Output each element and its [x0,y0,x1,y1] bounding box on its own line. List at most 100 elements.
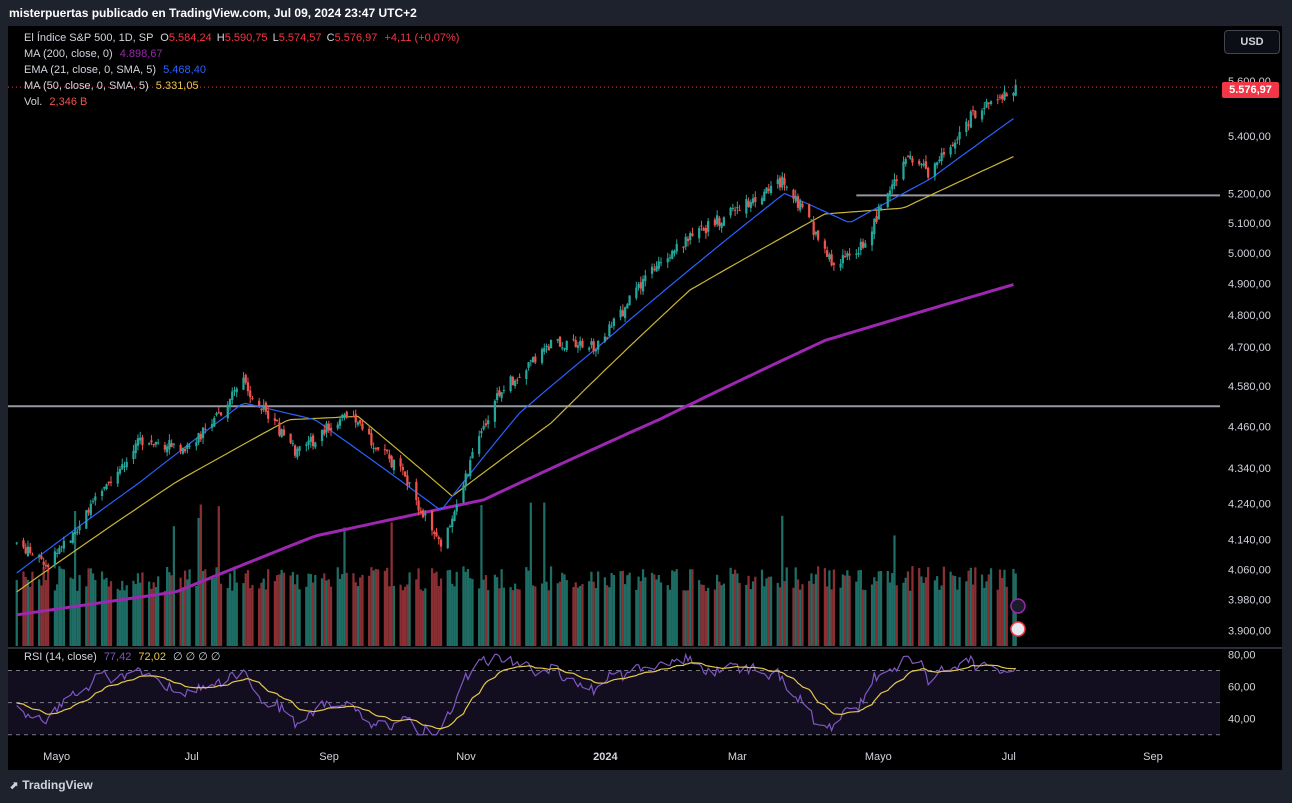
legend-ema21[interactable]: EMA (21, close, 0, SMA, 5) 5.468,40 [24,64,206,76]
candle-body [219,412,223,416]
volume-bar [116,588,119,646]
candle-body [700,225,703,227]
candle-body [1003,91,1006,100]
volume-bar [769,576,773,646]
candle-body [879,207,883,210]
volume-bar [832,569,835,646]
legend-symbol[interactable]: El Índice S&P 500, 1D, SP O5.584,24 H5.5… [24,32,459,44]
volume-bar [188,569,191,646]
candle-body [511,376,514,386]
volume-bar [783,581,786,646]
candle-body [213,417,216,427]
volume-bar [857,570,860,646]
candle-body [731,208,734,210]
candle-body [386,449,389,452]
volume-bar [644,577,647,646]
candle-body [738,209,741,211]
candle-body [826,250,829,257]
candle-body [69,540,72,543]
chart-area[interactable]: 5.600,005.400,005.200,005.100,005.000,00… [8,26,1282,770]
ma200-label: MA (200, close, 0) [24,48,113,60]
legend-ma50[interactable]: MA (50, close, 0, SMA, 5) 5.331,05 [24,80,199,92]
rsi-extra: ∅ ∅ ∅ ∅ [173,651,221,663]
volume-bar [152,582,155,646]
candle-body [906,156,910,158]
candle-body [668,257,672,259]
candle-body [163,444,167,450]
candle-body [235,388,238,393]
legend-rsi[interactable]: RSI (14, close) 77,42 72,02 ∅ ∅ ∅ ∅ [24,650,221,663]
candle-body [197,433,200,443]
candle-body [902,161,905,180]
candle-body [637,284,640,288]
candle-body [228,398,232,408]
candle-body [558,336,562,347]
candle-body [181,447,184,454]
candle-body [179,444,182,452]
volume-bar [123,590,126,646]
volume-bar [172,526,175,646]
volume-bar [953,576,957,646]
candle-body [453,511,456,521]
candle-body [888,190,892,196]
legend-volume[interactable]: Vol. 2,346 B [24,96,87,108]
volume-bar [370,567,373,646]
volume-bar [244,573,247,646]
volume-bar [808,580,811,646]
volume-bar [810,573,813,646]
volume-bar [776,582,779,646]
candle-body [372,447,375,449]
volume-bar [951,575,954,646]
candle-body [733,209,737,211]
volume-bar [383,570,387,646]
candle-body [644,275,647,282]
volume-bar [792,587,795,646]
candle-body [354,414,357,423]
candle-body [433,531,436,534]
volume-bar [716,574,719,646]
volume-bar [298,589,301,646]
candle-body [421,510,425,518]
candle-body [747,200,750,207]
candle-body [352,416,355,418]
volume-bar [861,589,865,646]
volume-bar [278,574,281,646]
y-tick-label: 4.460,00 [1228,422,1271,434]
volume-bar [406,584,409,646]
y-tick-label: 4.060,00 [1228,564,1271,576]
open-value: 5.584,24 [168,32,212,44]
currency-button[interactable]: USD [1224,30,1280,54]
candle-body [493,400,497,422]
volume-bar [154,587,158,646]
volume-bar [215,567,218,646]
candle-body [689,233,692,241]
candle-body [619,309,622,318]
volume-bar [448,569,452,646]
volume-bar [40,585,43,646]
volume-bar [572,586,575,646]
volume-bar [603,577,607,646]
candle-body [653,268,656,270]
candle-body [543,347,546,352]
volume-bar [516,588,519,646]
candle-body [846,253,849,257]
volume-bar [904,577,907,646]
candle-body [588,347,591,350]
volume-bar [689,569,692,646]
candle-body [911,158,914,163]
candle-body [545,345,548,348]
volume-bar [826,586,829,646]
legend-ma200[interactable]: MA (200, close, 0) 4.898,67 [24,48,163,60]
candle-body [974,110,977,119]
y-tick-label: 3.980,00 [1228,594,1271,606]
volume-bar [451,583,454,646]
candle-body [608,324,611,337]
volume-bar [103,579,106,646]
volume-bar [392,585,395,646]
footer-logo[interactable]: ⬈ TradingView [9,778,93,792]
candle-body [170,443,173,447]
price-chart-svg[interactable]: 5.600,005.400,005.200,005.100,005.000,00… [8,26,1282,770]
volume-bar [71,578,74,646]
volume-bar [525,567,528,646]
candle-body [29,546,32,553]
